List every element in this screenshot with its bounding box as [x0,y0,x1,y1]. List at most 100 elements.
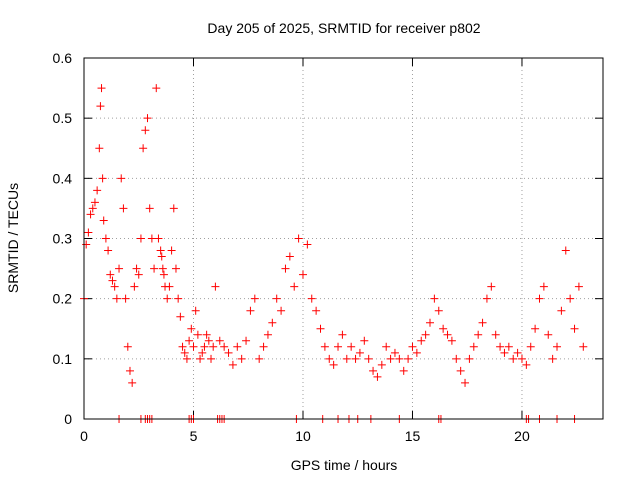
data-points [80,84,588,423]
data-point [334,342,343,351]
x-tick-label: 15 [405,428,421,444]
y-tick-label: 0.3 [53,231,73,247]
data-point [439,324,448,333]
data-point [474,330,483,339]
data-point [487,282,496,291]
data-point [255,354,264,363]
data-point [158,264,167,273]
data-point [579,342,588,351]
data-point [86,210,95,219]
data-point [277,306,286,315]
data-point [204,336,213,345]
data-point [112,294,121,303]
data-point [141,126,150,135]
data-point [382,342,391,351]
data-point [539,282,548,291]
data-point [325,354,334,363]
data-point [180,348,189,357]
data-point [150,264,159,273]
data-point [364,354,373,363]
data-point [294,234,303,243]
data-point [430,294,439,303]
data-point [90,198,99,207]
data-point [182,354,191,363]
data-point [98,174,107,183]
data-point [373,372,382,381]
y-tick-label: 0.1 [53,351,73,367]
data-point [421,330,430,339]
y-tick-label: 0 [64,411,72,427]
axis-ticks: 0 0.1 0.2 0.3 0.4 0.5 0.6 0 5 10 15 20 [53,50,603,444]
data-point [202,330,211,339]
data-point [544,330,553,339]
data-point [93,186,102,195]
data-point [88,204,97,213]
data-point [399,366,408,375]
data-point [307,294,316,303]
data-point [250,294,259,303]
data-point [570,324,579,333]
x-tick-label: 10 [295,428,311,444]
data-point [338,330,347,339]
plot-frame [83,57,604,420]
data-point [329,360,338,369]
data-point [390,348,399,357]
data-point [167,246,176,255]
data-point [187,324,196,333]
data-point [272,294,281,303]
data-point [500,348,509,357]
data-point [196,354,205,363]
data-point [185,336,194,345]
data-point [117,174,126,183]
data-point [456,366,465,375]
data-point [386,354,395,363]
data-point [360,336,369,345]
data-point [174,294,183,303]
chart-title: Day 205 of 2025, SRMTID for receiver p80… [207,20,480,36]
data-point [395,354,404,363]
data-point [535,294,544,303]
x-tick-label: 5 [190,428,198,444]
data-point [548,354,557,363]
data-point [504,342,513,351]
data-point [209,342,218,351]
data-point [496,342,505,351]
data-point [143,114,152,123]
data-point [139,144,148,153]
data-point [96,102,105,111]
data-point [237,354,246,363]
data-point [561,246,570,255]
data-point [298,270,307,279]
data-point [465,354,474,363]
data-point [233,342,242,351]
data-point [169,204,178,213]
data-point [189,342,198,351]
x-tick-label: 0 [80,428,88,444]
y-tick-label: 0.2 [53,291,73,307]
data-point [178,342,187,351]
data-point [193,330,202,339]
data-point [132,264,141,273]
data-point [106,270,115,279]
data-point [215,336,224,345]
data-point [99,216,108,225]
data-point [134,270,143,279]
y-axis-label: SRMTID / TECUs [5,183,21,293]
data-point [408,342,417,351]
x-axis-label: GPS time / hours [291,457,398,473]
data-point [95,144,104,153]
data-point [522,360,531,369]
data-point [119,204,128,213]
data-point [478,318,487,327]
data-point [526,342,535,351]
data-point [154,234,163,243]
y-tick-label: 0.4 [53,170,73,186]
data-point [517,354,526,363]
data-point [123,342,132,351]
data-point [290,282,299,291]
data-point [566,294,575,303]
data-point [128,378,137,387]
data-point [434,306,443,315]
x-tick-label: 20 [514,428,530,444]
